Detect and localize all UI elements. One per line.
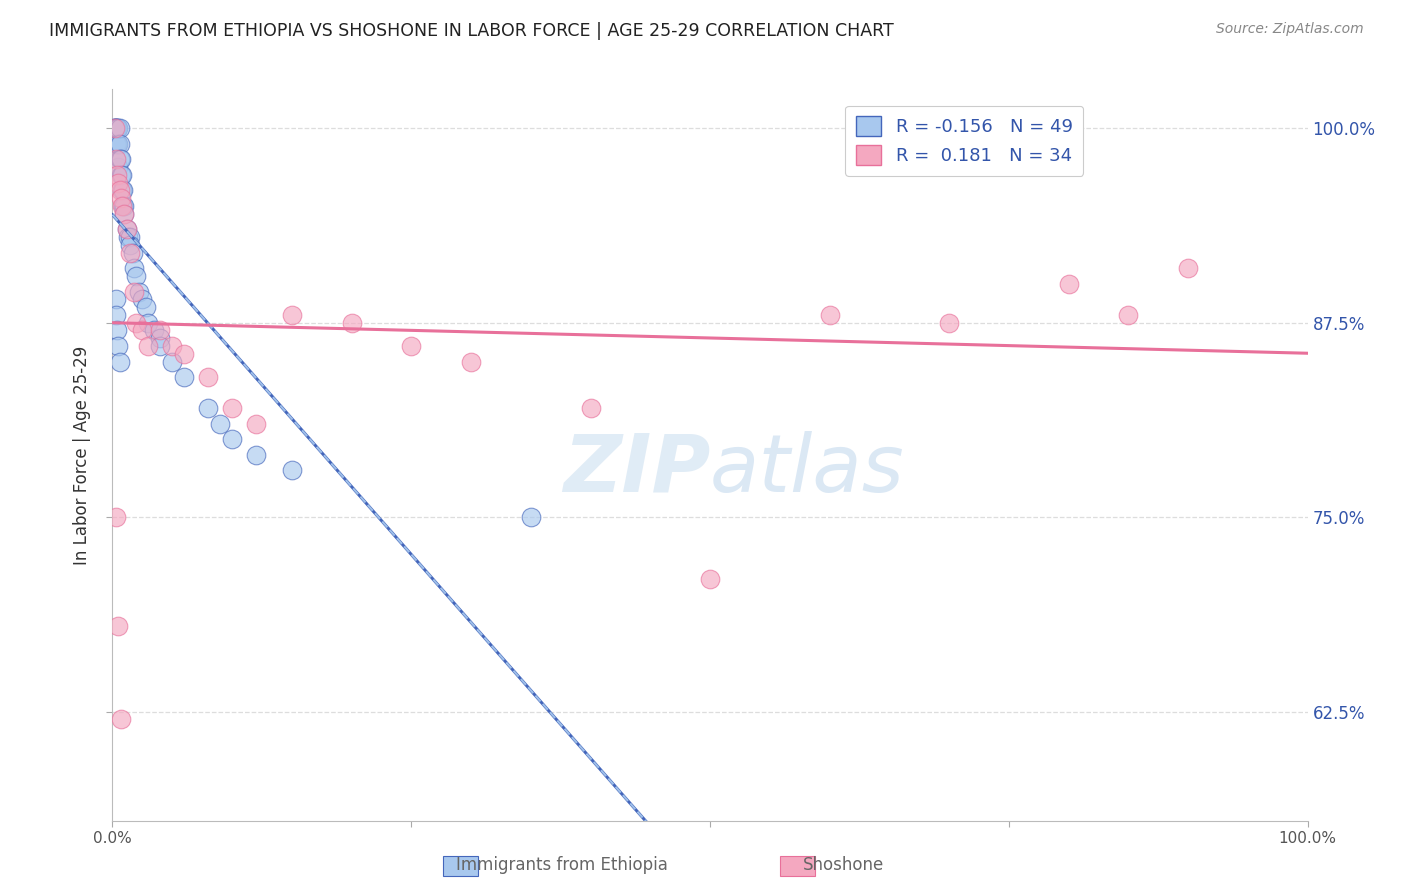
Point [105,308,128,322]
Point [340,316,363,330]
Point [107,176,129,190]
Point [143,323,166,337]
Text: Immigrants from Ethiopia: Immigrants from Ethiopia [457,855,668,873]
Point [104,121,127,136]
Point [149,323,172,337]
Point [120,230,142,244]
Point [281,463,304,477]
Text: Source: ZipAtlas.com: Source: ZipAtlas.com [1216,22,1364,37]
Point [107,121,129,136]
Point [115,222,138,236]
Text: ZIP: ZIP [562,431,710,508]
Point [107,619,129,633]
Point [114,207,135,221]
Point [107,136,129,151]
Point [162,339,183,353]
FancyBboxPatch shape [443,856,478,876]
Point [105,293,128,307]
Point [579,401,602,416]
Point [173,370,195,384]
Point [115,222,138,236]
Point [520,510,543,524]
Point [111,168,134,182]
Point [1177,261,1199,276]
Point [105,136,128,151]
Point [105,510,128,524]
Point [162,354,183,368]
Point [105,168,128,182]
Point [1118,308,1140,322]
Point [281,308,304,322]
Point [138,316,160,330]
Point [114,199,135,213]
Point [245,417,267,431]
Point [121,245,143,260]
Point [120,237,142,252]
Point [111,199,134,213]
Point [114,207,135,221]
Point [149,339,172,353]
Point [103,121,125,136]
Point [125,268,148,283]
Point [245,448,267,462]
Point [221,401,243,416]
Point [105,153,128,167]
Point [209,417,232,431]
Point [1057,277,1080,291]
Point [110,153,132,167]
Point [112,183,135,197]
Point [105,136,128,151]
Text: atlas: atlas [710,431,905,508]
Text: Shoshone: Shoshone [803,855,884,873]
Point [125,316,148,330]
Legend: R = -0.156   N = 49, R =  0.181   N = 34: R = -0.156 N = 49, R = 0.181 N = 34 [845,105,1084,176]
Point [108,153,131,167]
Point [105,121,128,136]
Point [111,183,134,197]
Point [138,339,160,353]
Point [173,347,195,361]
Point [105,121,128,136]
Point [197,401,219,416]
Point [108,136,131,151]
Point [107,339,129,353]
Point [110,168,132,182]
Point [108,183,131,197]
Point [149,331,172,345]
Text: IMMIGRANTS FROM ETHIOPIA VS SHOSHONE IN LABOR FORCE | AGE 25-29 CORRELATION CHAR: IMMIGRANTS FROM ETHIOPIA VS SHOSHONE IN … [49,22,894,40]
Y-axis label: In Labor Force | Age 25-29: In Labor Force | Age 25-29 [73,345,91,565]
Point [122,285,145,299]
Point [105,121,128,136]
Point [110,191,132,205]
Point [110,713,132,727]
Point [460,354,482,368]
Point [818,308,841,322]
Point [104,121,127,136]
Point [122,261,145,276]
Point [197,370,219,384]
Point [112,199,135,213]
Point [135,300,157,314]
FancyBboxPatch shape [780,856,815,876]
Point [401,339,423,353]
Point [107,160,129,174]
Point [120,245,142,260]
Point [221,433,243,447]
Point [128,285,150,299]
Point [105,323,128,337]
Point [938,316,960,330]
Point [131,293,153,307]
Point [108,354,131,368]
Point [131,323,153,337]
Point [699,573,721,587]
Point [104,121,127,136]
Point [117,230,139,244]
Point [108,121,131,136]
